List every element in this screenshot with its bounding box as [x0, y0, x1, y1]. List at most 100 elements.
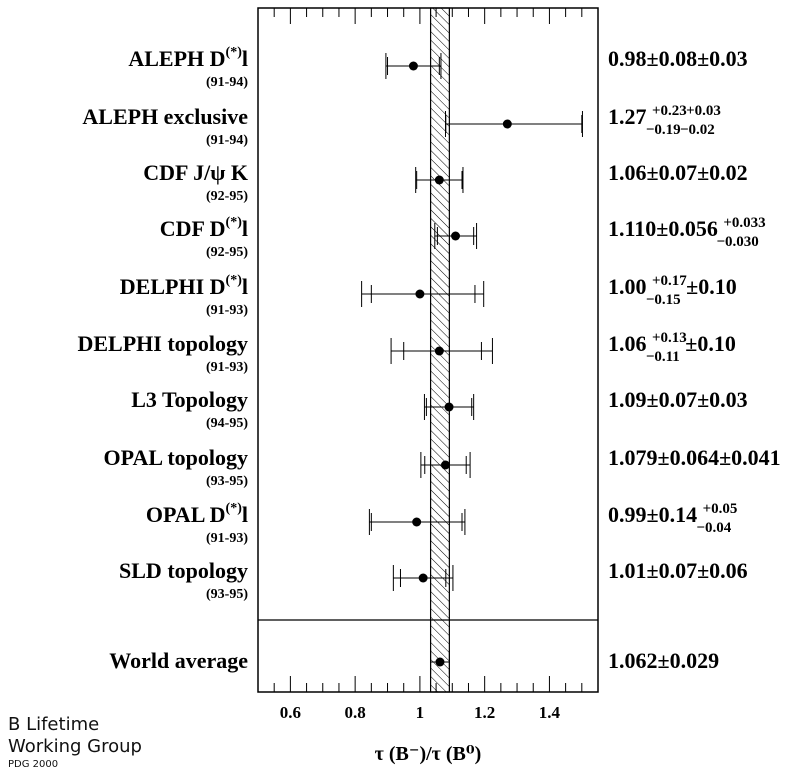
measurement-results: 0.98±0.08±0.03 1.27 +0.23 −0.19 +0.03 −0.02… — [608, 46, 781, 673]
result-subscript: −0.02 — [680, 122, 715, 138]
x-axis-label: τ (B⁻)/τ (B⁰) — [375, 743, 482, 765]
measurement-result: 1.110±0.056 +0.033 −0.030 — [608, 215, 766, 250]
result-part: 1.110±0.056 — [608, 216, 723, 241]
result-superscript: +0.03 — [686, 103, 721, 119]
measurement-years: (93-95) — [206, 474, 248, 489]
data-point — [434, 346, 444, 356]
name-part: CDF J/ψ K — [143, 160, 248, 185]
measurement-years: (93-95) — [206, 587, 248, 602]
measurement-result: 1.06 +0.13 −0.11 ±0.10 — [608, 330, 736, 365]
result-subscript: −0.15 — [646, 292, 681, 308]
data-point — [412, 517, 422, 527]
measurement-name: ALEPH D(*)l — [128, 45, 248, 71]
result-part: 1.09±0.07±0.03 — [608, 387, 748, 412]
result-part: ±0.10 — [685, 331, 736, 356]
average-name: World average — [109, 648, 248, 673]
result-part: 1.06 — [608, 331, 652, 356]
data-point — [502, 119, 512, 129]
result-part: 0.98±0.08±0.03 — [608, 46, 748, 71]
result-subscript: −0.04 — [696, 520, 731, 536]
measurement-years: (91-93) — [206, 531, 248, 546]
credit-line-1: B Lifetime — [8, 714, 100, 735]
measurement-result: 0.99±0.14 +0.05 −0.04 — [608, 501, 737, 536]
result-superscript: +0.17 — [652, 273, 687, 289]
measurement-name: CDF J/ψ K — [143, 160, 248, 185]
result-subscript: −0.030 — [716, 234, 758, 250]
name-superscript: (*) — [226, 273, 243, 288]
measurement-years: (92-95) — [206, 189, 248, 204]
result-part: 1.00 — [608, 274, 652, 299]
average-point — [435, 657, 445, 667]
measurement-result: 1.27 +0.23 −0.19 +0.03 −0.02 — [608, 103, 721, 138]
result-superscript: +0.033 — [723, 215, 765, 231]
data-point — [451, 231, 461, 241]
name-part: DELPHI D — [120, 274, 226, 299]
name-part: DELPHI topology — [77, 331, 248, 356]
measurement-result: 1.01±0.07±0.06 — [608, 558, 748, 583]
measurement-name: SLD topology — [119, 558, 248, 583]
measurement-name: L3 Topology — [131, 387, 248, 412]
measurement-name: OPAL D(*)l — [146, 501, 248, 527]
name-part: l — [242, 46, 248, 71]
measurement-points — [361, 53, 583, 674]
name-part: ALEPH D — [128, 46, 225, 71]
name-part: l — [242, 274, 248, 299]
data-point — [440, 460, 450, 470]
measurement-result: 1.00 +0.17 −0.15 ±0.10 — [608, 273, 737, 308]
measurement-years: (91-94) — [206, 133, 248, 148]
name-part: CDF D — [160, 216, 226, 241]
measurement-result: 1.06±0.07±0.02 — [608, 160, 748, 185]
name-part: l — [242, 216, 248, 241]
measurement-years: (91-93) — [206, 303, 248, 318]
result-part: ±0.10 — [686, 274, 737, 299]
measurement-result: 1.079±0.064±0.041 — [608, 445, 781, 470]
x-tick-label: 1.2 — [474, 703, 495, 722]
name-part: L3 Topology — [131, 387, 248, 412]
name-superscript: (*) — [226, 501, 243, 516]
result-part: 1.079±0.064±0.041 — [608, 445, 781, 470]
data-point — [444, 402, 454, 412]
measurement-result: 1.09±0.07±0.03 — [608, 387, 748, 412]
result-subscript: −0.11 — [646, 349, 680, 365]
name-part: OPAL D — [146, 502, 226, 527]
credit-line-2: Working Group — [8, 736, 142, 757]
x-tick-label: 0.8 — [345, 703, 366, 722]
measurement-years: (94-95) — [206, 416, 248, 431]
result-part: 1.27 — [608, 104, 652, 129]
name-superscript: (*) — [226, 215, 243, 230]
measurement-labels: ALEPH D(*)l(91-94)ALEPH exclusive(91-94)… — [77, 45, 248, 673]
credit-line-3: PDG 2000 — [8, 759, 59, 770]
x-tick-label: 1.4 — [539, 703, 561, 722]
measurement-years: (91-93) — [206, 360, 248, 375]
measurement-name: DELPHI D(*)l — [120, 273, 248, 299]
measurement-result: 0.98±0.08±0.03 — [608, 46, 748, 71]
result-superscript: +0.13 — [652, 330, 687, 346]
measurement-name: ALEPH exclusive — [82, 104, 248, 129]
data-point — [418, 573, 428, 583]
x-tick-label: 0.6 — [280, 703, 301, 722]
result-part: 0.99±0.14 — [608, 502, 703, 527]
measurement-name: CDF D(*)l — [160, 215, 248, 241]
result-part: 1.06±0.07±0.02 — [608, 160, 748, 185]
data-point — [434, 175, 444, 185]
measurement-name: OPAL topology — [104, 445, 248, 470]
x-tick-label: 1 — [416, 703, 425, 722]
result-part: 1.01±0.07±0.06 — [608, 558, 748, 583]
measurement-years: (91-94) — [206, 75, 248, 90]
data-point — [408, 61, 418, 71]
name-part: SLD topology — [119, 558, 248, 583]
result-subscript: −0.19 — [646, 122, 681, 138]
data-point — [415, 289, 425, 299]
measurement-name: DELPHI topology — [77, 331, 248, 356]
average-result: 1.062±0.029 — [608, 648, 719, 673]
result-superscript: +0.05 — [703, 501, 738, 517]
result-superscript: +0.23 — [652, 103, 687, 119]
name-superscript: (*) — [226, 45, 243, 60]
name-part: l — [242, 502, 248, 527]
axis-tick-labels: 0.6 0.8 1 1.2 1.4 — [280, 703, 561, 722]
name-part: ALEPH exclusive — [82, 104, 248, 129]
plot-frame — [257, 7, 599, 693]
name-part: OPAL topology — [104, 445, 248, 470]
axis-ticks — [273, 8, 599, 692]
